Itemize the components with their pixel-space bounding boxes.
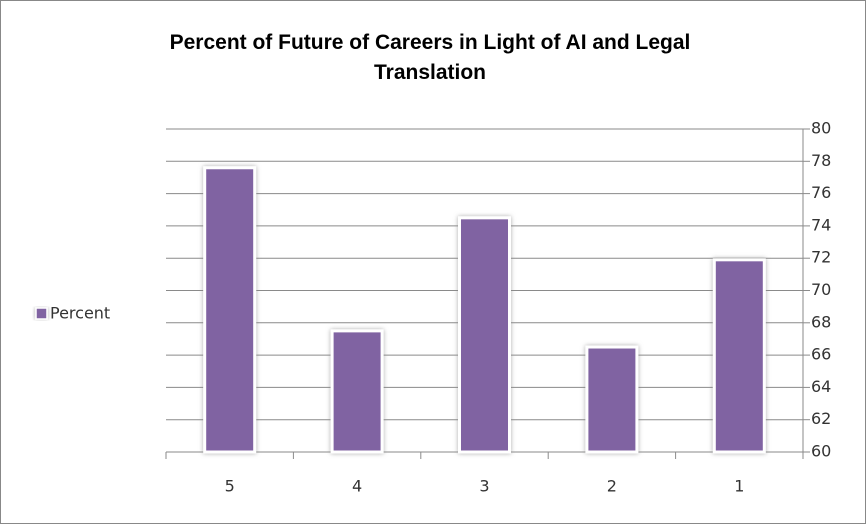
chart-title: Percent of Future of Careers in Light of…	[169, 31, 691, 84]
y-tick-label: 66	[811, 345, 831, 364]
y-tick-label: 72	[811, 248, 831, 267]
legend-label: Percent	[50, 304, 110, 323]
y-tick-label: 62	[811, 409, 831, 428]
y-tick-label: 76	[811, 183, 831, 202]
x-tick-label: 2	[607, 477, 617, 496]
bar	[712, 258, 766, 454]
y-tick-label: 78	[811, 151, 831, 170]
y-tick-label: 80	[811, 119, 831, 138]
bar	[585, 345, 639, 454]
x-tick-label: 5	[225, 477, 235, 496]
y-tick-label: 64	[811, 377, 831, 396]
y-tick-label: 70	[811, 280, 831, 299]
y-tick-label: 74	[811, 215, 831, 234]
bar	[330, 329, 384, 454]
x-tick-label: 3	[479, 477, 489, 496]
x-tick-label: 1	[734, 477, 744, 496]
bar	[458, 216, 511, 454]
bar	[203, 166, 257, 454]
x-tick-label: 4	[352, 477, 362, 496]
y-tick-label: 68	[811, 312, 831, 331]
legend-swatch	[35, 307, 48, 320]
y-tick-label: 60	[811, 442, 831, 461]
